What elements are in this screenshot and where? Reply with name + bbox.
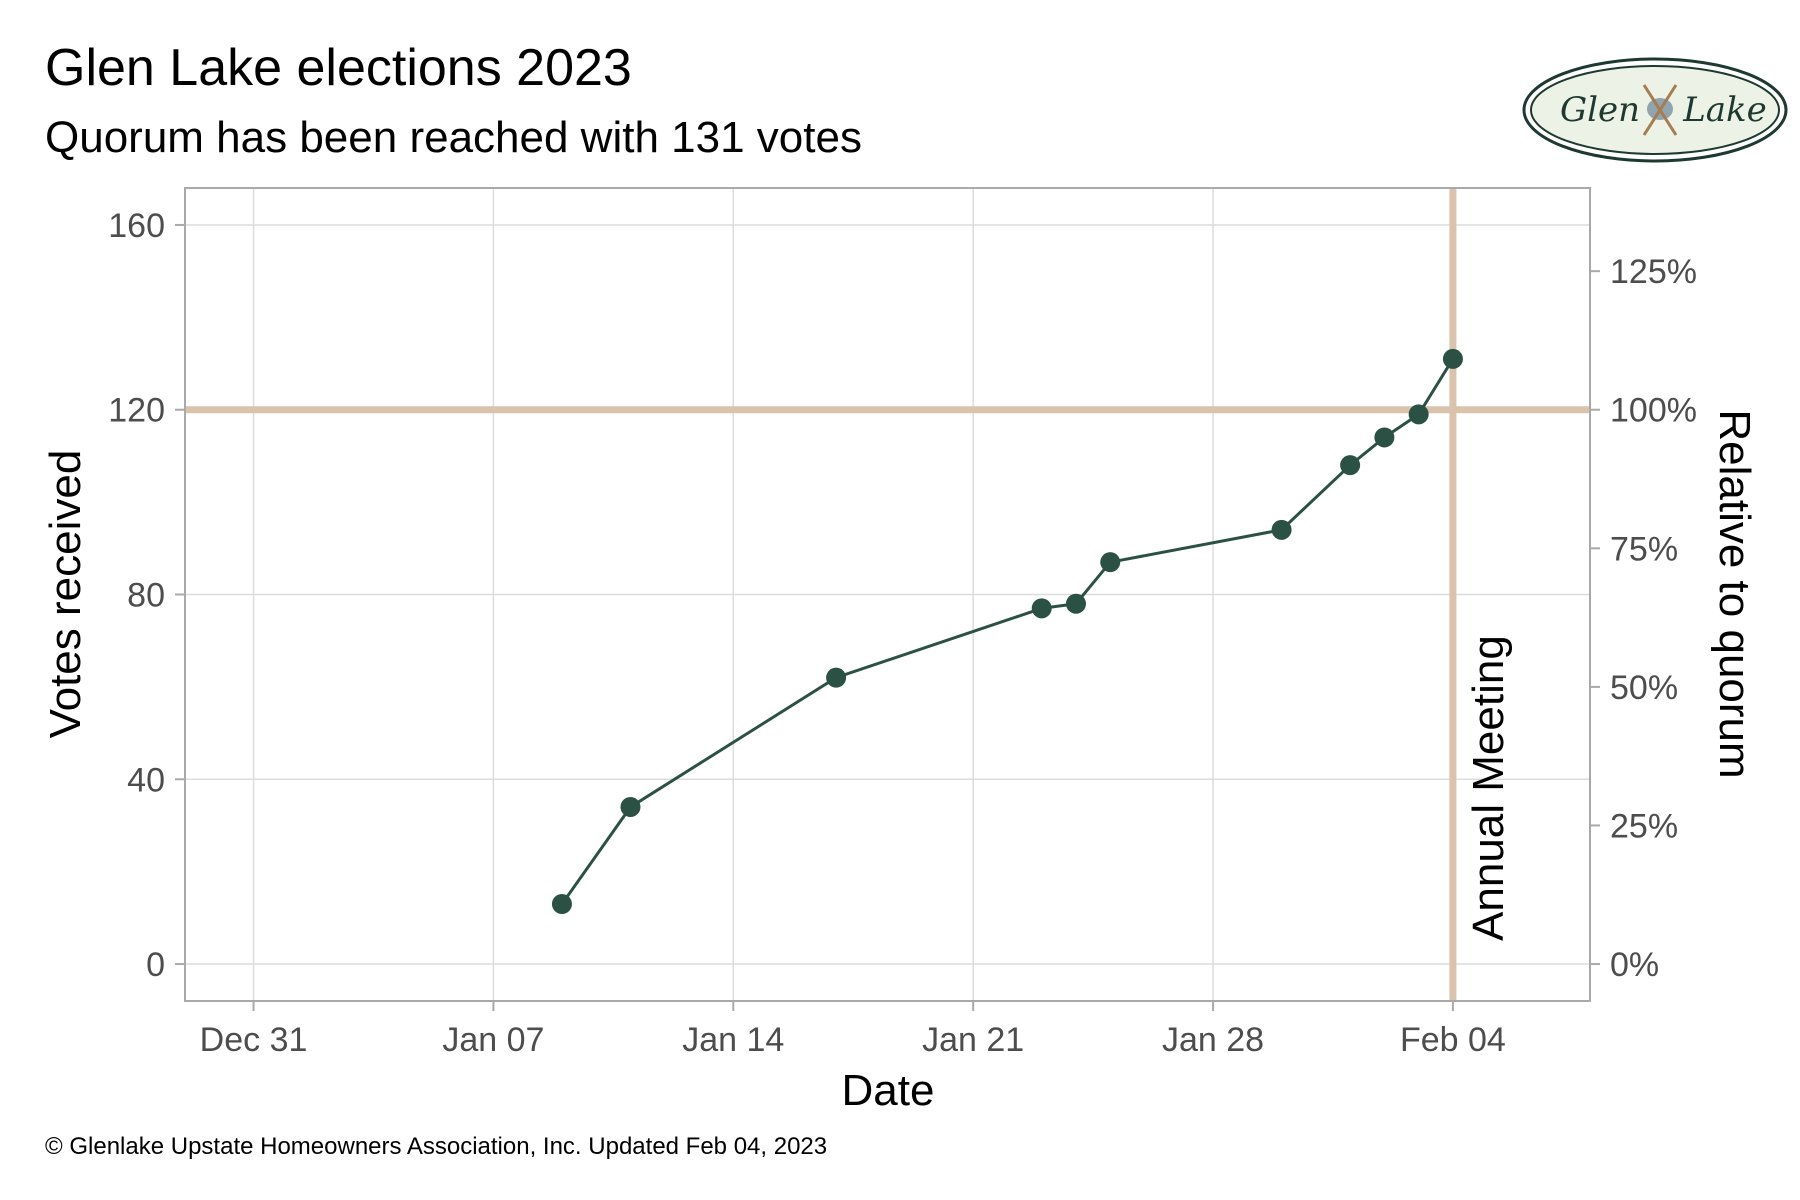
y-tick-label: 80 [127,577,165,615]
chart-subtitle: Quorum has been reached with 131 votes [45,113,862,162]
x-tick-label: Jan 07 [442,1021,544,1059]
reference-lines [185,188,1590,1001]
x-tick-label: Jan 28 [1162,1021,1264,1059]
data-point [1340,455,1361,476]
data-point [1408,404,1429,425]
y-right-tick-label: 25% [1610,807,1678,845]
data-point [620,796,641,817]
y-axis-title: Votes received [41,450,90,739]
copyright-caption: © Glenlake Upstate Homeowners Associatio… [45,1133,828,1160]
data-point [1374,427,1395,448]
data-point [1271,519,1292,540]
x-tick-label: Jan 21 [922,1021,1024,1059]
y-tick-label: 120 [108,392,165,430]
x-tick-label: Feb 04 [1400,1021,1506,1059]
y-right-tick-label: 50% [1610,669,1678,707]
data-point [1100,552,1121,573]
data-point [1031,598,1052,619]
y-tick-label: 40 [127,761,165,799]
data-point [551,893,572,914]
y-axis-right-title: Relative to quorum [1710,409,1759,778]
axis-layer: Dec 31 Jan 07 Jan 14 Jan 21 Jan 28 Feb 04 0 40 8… [108,207,1697,1059]
grid-layer [185,188,1590,1001]
crossed-oars-icon [1642,84,1678,136]
series-layer [551,348,1463,914]
y-tick-label: 0 [146,946,165,984]
logo-text-right: Lake [1682,90,1767,130]
data-point [1065,593,1086,614]
x-tick-label: Jan 14 [682,1021,784,1059]
data-point [1442,348,1463,369]
glen-lake-logo: Glen Lake [1522,57,1788,163]
y-tick-label: 160 [108,207,165,245]
y-right-tick-label: 100% [1610,392,1697,430]
x-tick-label: Dec 31 [200,1021,308,1059]
series-line [560,358,1455,905]
y-right-tick-label: 0% [1610,946,1659,984]
x-axis-title: Date [842,1066,935,1115]
y-right-tick-label: 75% [1610,530,1678,568]
data-point [826,667,847,688]
chart-title: Glen Lake elections 2023 [45,39,632,97]
annual-meeting-label: Annual Meeting [1464,635,1513,941]
y-right-tick-label: 125% [1610,253,1697,291]
logo-text-left: Glen [1560,90,1640,130]
